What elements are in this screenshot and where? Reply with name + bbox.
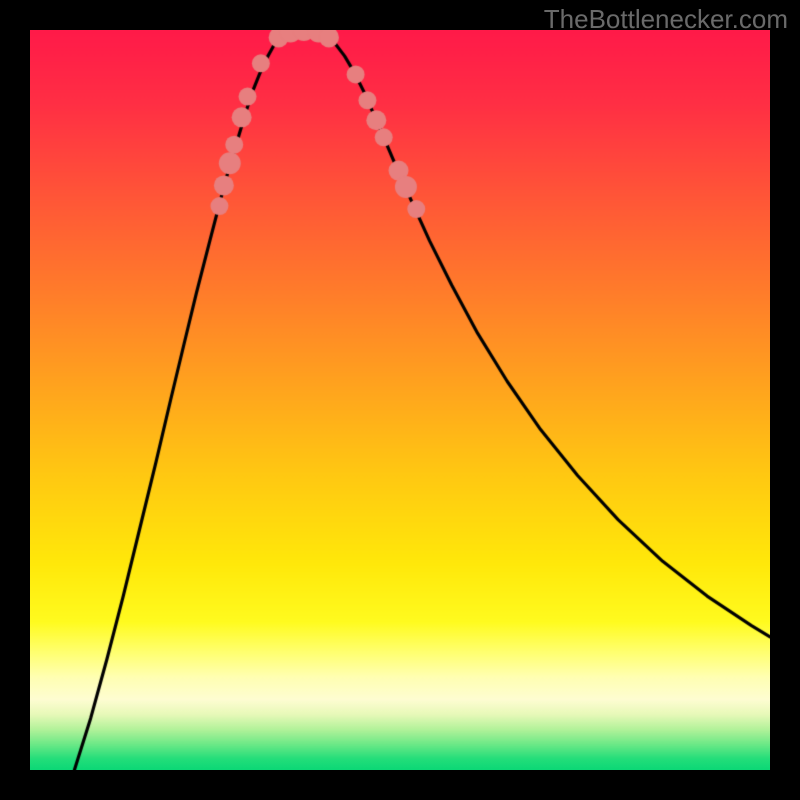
watermark-text: TheBottlenecker.com [544, 4, 788, 35]
bottleneck-curve-chart [30, 30, 770, 770]
chart-frame [0, 0, 800, 800]
